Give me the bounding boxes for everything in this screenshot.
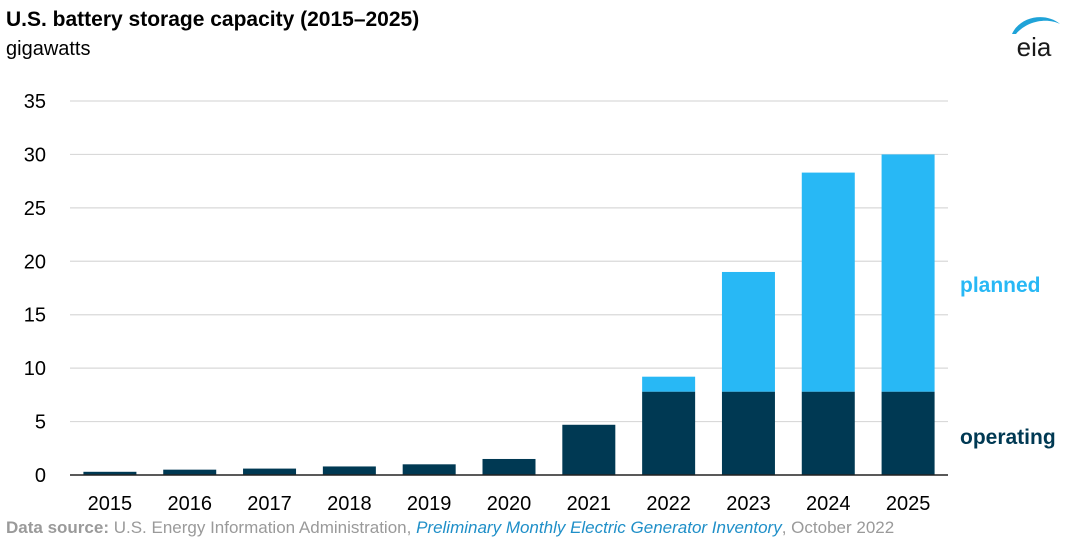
legend-operating: operating bbox=[960, 426, 1056, 449]
x-tick-label: 2015 bbox=[88, 493, 133, 515]
eia-logo-text: eia bbox=[1017, 32, 1052, 62]
bar-operating-2021 bbox=[562, 424, 616, 475]
eia-logo: eia bbox=[1012, 17, 1060, 62]
y-tick-label: 20 bbox=[24, 251, 46, 273]
y-tick-label: 15 bbox=[24, 305, 46, 327]
legend-planned: planned bbox=[960, 274, 1041, 297]
y-tick-label: 10 bbox=[24, 358, 46, 380]
bar-operating-2015 bbox=[83, 471, 137, 475]
y-tick-label: 35 bbox=[24, 91, 46, 113]
data-source-publication[interactable]: Preliminary Monthly Electric Generator I… bbox=[416, 518, 782, 537]
bar-planned-2024 bbox=[801, 172, 855, 392]
bar-operating-2017 bbox=[243, 468, 297, 475]
bar-operating-2016 bbox=[163, 469, 217, 475]
x-tick-label: 2018 bbox=[327, 493, 372, 515]
bar-operating-2022 bbox=[642, 391, 696, 475]
x-tick-label: 2016 bbox=[167, 493, 212, 515]
bar-operating-2020 bbox=[482, 458, 536, 475]
bar-planned-2023 bbox=[721, 271, 775, 392]
x-tick-label: 2017 bbox=[247, 493, 292, 515]
y-tick-label: 5 bbox=[35, 412, 46, 434]
y-tick-label: 30 bbox=[24, 144, 46, 166]
bar-planned-2025 bbox=[881, 154, 935, 392]
x-tick-label: 2023 bbox=[726, 493, 771, 515]
x-axis-ticks: 2015 2016 2017 2018 2019 2020 2021 2022 2023 2024… bbox=[88, 493, 931, 515]
bar-planned-2022 bbox=[642, 376, 696, 392]
y-axis-unit: gigawatts bbox=[6, 38, 91, 60]
gridlines bbox=[70, 100, 948, 423]
bar-operating-2018 bbox=[322, 466, 376, 475]
data-source-label: Data source: bbox=[6, 518, 109, 537]
x-tick-label: 2022 bbox=[646, 493, 691, 515]
data-source-date: , October 2022 bbox=[781, 518, 895, 537]
eia-logo-swoosh bbox=[1012, 17, 1060, 34]
x-tick-label: 2024 bbox=[806, 493, 851, 515]
y-axis-ticks: 0 5 10 15 20 25 30 35 bbox=[24, 91, 46, 487]
data-source-text: U.S. Energy Information Administration, bbox=[108, 518, 417, 537]
y-tick-label: 0 bbox=[35, 465, 46, 487]
x-tick-label: 2025 bbox=[886, 493, 931, 515]
bar-operating-2023 bbox=[721, 391, 775, 475]
chart-title: U.S. battery storage capacity (2015–2025… bbox=[6, 8, 420, 31]
bar-operating-2025 bbox=[881, 391, 935, 475]
bars bbox=[83, 154, 935, 475]
bar-operating-2019 bbox=[402, 464, 456, 475]
x-tick-label: 2021 bbox=[567, 493, 612, 515]
y-tick-label: 25 bbox=[24, 198, 46, 220]
x-tick-label: 2019 bbox=[407, 493, 452, 515]
x-tick-label: 2020 bbox=[487, 493, 532, 515]
data-source: Data source: U.S. Energy Information Adm… bbox=[6, 518, 894, 538]
bar-operating-2024 bbox=[801, 391, 855, 475]
